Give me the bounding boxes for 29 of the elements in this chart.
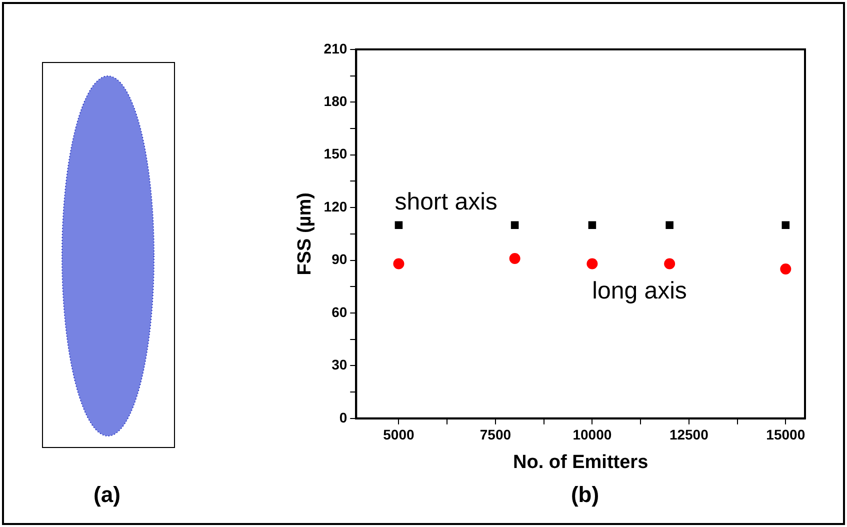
series-label: short axis <box>394 188 498 216</box>
point <box>782 221 790 230</box>
x-tick-label: 12500 <box>669 426 709 443</box>
point <box>586 258 598 270</box>
y-tick-label: 60 <box>332 304 348 320</box>
point <box>588 221 596 230</box>
series-label: long axis <box>592 277 687 304</box>
point <box>780 264 792 275</box>
text: (b) <box>570 482 600 508</box>
point <box>394 221 403 230</box>
point <box>393 258 404 270</box>
x-axis-title: No. of Emitters <box>513 452 648 473</box>
point <box>666 221 674 230</box>
y-tick-label: 30 <box>332 356 348 373</box>
x-tick-label: 15000 <box>766 426 806 443</box>
y-tick-label: 90 <box>332 251 348 268</box>
y-tick-label: 120 <box>324 198 348 214</box>
y-tick-label: 0 <box>339 409 348 426</box>
y-tick-label: 180 <box>324 92 348 109</box>
text: (a) <box>94 482 120 508</box>
point <box>510 221 519 230</box>
point <box>664 258 676 270</box>
point <box>509 253 520 264</box>
y-axis-title: FSS (µm) <box>294 192 316 276</box>
y-tick-label: 210 <box>324 40 348 56</box>
x-tick-label: 10000 <box>572 426 612 443</box>
x-tick-label: 7500 <box>480 426 512 443</box>
x-tick-label: 5000 <box>383 426 414 443</box>
y-tick-label: 150 <box>324 146 348 162</box>
